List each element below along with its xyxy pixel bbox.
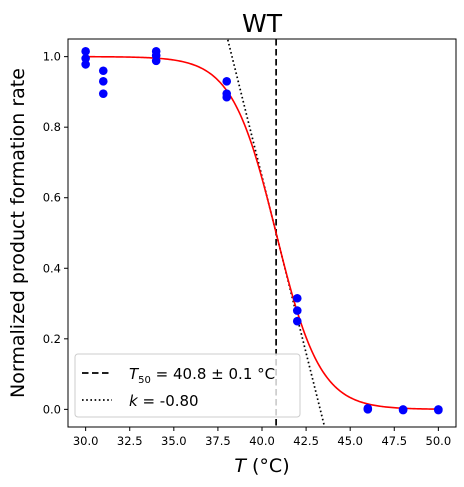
slope-tangent-line [226,39,326,427]
x-tick-label: 45.0 [337,434,363,448]
data-point [98,77,108,86]
y-tick-label: 1.0 [43,50,61,64]
y-tick-label: 0.6 [43,191,61,205]
data-point [292,293,302,303]
data-point [222,92,232,102]
data-point [398,405,408,415]
y-axis-label: Normalized product formation rate [7,68,29,398]
chart-title: WT [242,9,283,38]
x-tick-label: 50.0 [426,434,452,448]
y-tick-label: 0.8 [43,120,61,134]
data-point [363,405,373,414]
y-tick-label: 0.2 [43,332,61,346]
data-point [98,89,108,98]
x-axis-label-unit: (°C) [246,455,290,477]
data-point [292,306,302,315]
data-point [81,60,90,69]
x-tick-label: 40.0 [249,434,275,448]
x-axis-label: T (°C) [234,455,289,477]
y-axis-ticks: 0.0 0.2 0.4 0.6 0.8 1.0 [43,50,68,416]
data-point [151,56,161,66]
data-point [222,77,232,86]
legend-box [74,353,301,418]
data-point [81,47,90,56]
y-tick-label: 0.4 [43,261,61,275]
x-tick-label: 47.5 [381,434,407,448]
x-tick-label: 30.0 [73,434,99,448]
x-tick-label: 35.0 [161,434,187,448]
data-point [98,66,108,76]
fit-curve [85,55,439,410]
x-tick-label: 37.5 [205,434,231,448]
data-point [434,405,443,415]
x-tick-label: 32.5 [117,434,143,448]
legend-entry-t50: T50 = 40.8 ± 0.1 °C [129,365,275,386]
data-point [292,316,302,326]
legend: T50 = 40.8 ± 0.1 °C k = -0.80 [74,353,301,418]
x-tick-label: 42.5 [293,434,319,448]
x-axis-label-variable: T [234,455,247,477]
y-tick-label: 0.0 [43,402,61,416]
data-point [81,54,90,63]
legend-entry-k: k = -0.80 [129,392,199,410]
data-points [81,47,443,415]
x-axis-ticks: 30.0 32.5 35.0 37.5 40.0 42.5 45.0 47.5 50.0 [73,427,451,448]
